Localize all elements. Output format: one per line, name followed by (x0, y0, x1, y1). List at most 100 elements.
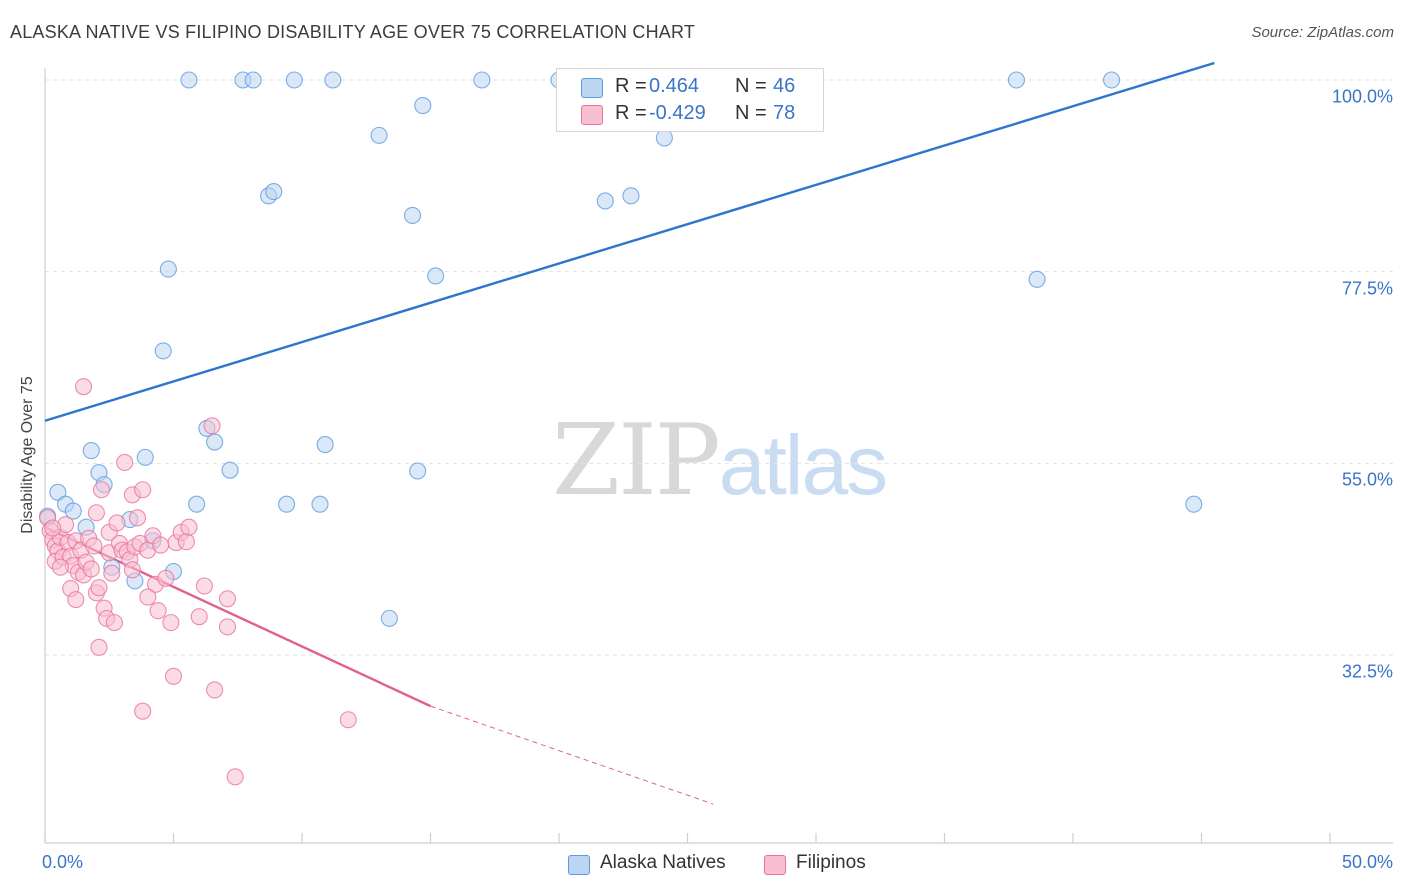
watermark: ZIPatlas (552, 404, 888, 518)
alaska-point-39 (622, 187, 640, 205)
filipino-point-48 (157, 569, 175, 587)
filipino-point-56 (195, 577, 213, 595)
filipino-point-29 (103, 564, 121, 582)
alaska-point-15 (159, 260, 177, 278)
legend-r-value: 0.464 (649, 75, 700, 97)
alaska-point-26 (285, 71, 303, 89)
legend-swatch-alaska (581, 78, 603, 98)
alaska-point-3 (64, 502, 82, 520)
alaska-point-29 (324, 71, 342, 89)
legend-n-value: 46 (773, 75, 796, 97)
legend-swatch-alaska (568, 855, 590, 875)
legend-n-label: N = (735, 75, 767, 97)
filipino-point-58 (206, 681, 224, 699)
alaska-point-41 (1007, 71, 1026, 89)
alaska-point-33 (409, 462, 427, 480)
chart-title: ALASKA NATIVE VS FILIPINO DISABILITY AGE… (10, 22, 696, 42)
alaska-point-31 (380, 609, 398, 627)
filipino-point-60 (218, 618, 237, 636)
grid (45, 79, 1393, 656)
legend-row-filipinos: R = -0.429 N = 78 (557, 101, 823, 127)
alaska-point-19 (206, 433, 224, 451)
legend-r-label: R = (615, 75, 647, 97)
filipino-point-62 (339, 711, 357, 729)
legend-r-label: R = (615, 102, 647, 124)
filipino-point-61 (226, 768, 244, 786)
y-tick-label-2: 55.0% (1341, 469, 1393, 490)
filipino-point-54 (180, 518, 198, 536)
legend-row-alaska: R = 0.464 N = 46 (557, 74, 823, 100)
filipino-point-67 (87, 504, 105, 522)
legend-label-filipinos: Filipinos (796, 852, 866, 873)
legend-swatch-filipinos (764, 855, 786, 875)
legend-r-value: -0.429 (649, 102, 706, 124)
alaska-point-35 (427, 267, 445, 285)
alaska-point-24 (265, 183, 283, 201)
legend-label-alaska: Alaska Natives (600, 852, 726, 873)
alaska-point-44 (1185, 495, 1203, 513)
filipino-point-57 (203, 417, 221, 435)
alaska-point-28 (316, 436, 334, 454)
filipino-point-22 (90, 579, 108, 597)
filipino-point-65 (51, 558, 69, 576)
alaska-point-1 (49, 483, 67, 501)
alaska-point-43 (1103, 71, 1121, 89)
filipino-point-53 (177, 533, 195, 551)
filipino-point-59 (218, 590, 237, 608)
alaska-point-38 (596, 192, 614, 210)
alaska-trend-line (44, 61, 1215, 422)
filipino-point-30 (105, 614, 123, 632)
alaska-point-20 (221, 461, 239, 479)
alaska-point-16 (180, 71, 198, 89)
filipino-point-24 (92, 481, 111, 499)
filipino-point-66 (67, 591, 85, 609)
alaska-point-11 (136, 448, 154, 466)
alaska-point-36 (473, 71, 491, 89)
watermark-atlas: atlas (718, 418, 888, 512)
alaska-point-32 (403, 206, 422, 224)
y-axis-label: Disability Age Over 75 (19, 376, 36, 534)
y-tick-label-1: 77.5% (1341, 278, 1393, 299)
alaska-point-22 (244, 71, 262, 89)
alaska-point-25 (278, 495, 296, 513)
alaska-point-27 (311, 495, 329, 513)
y-tick-label-3: 32.5% (1341, 661, 1393, 682)
filipino-trend-extension (430, 705, 714, 805)
filipino-point-68 (123, 561, 141, 579)
filipino-point-64 (44, 519, 62, 537)
correlation-legend: R = 0.464 N = 46 R = -0.429 N = 78 (556, 68, 824, 132)
filipino-point-42 (134, 702, 152, 720)
filipino-point-47 (152, 536, 170, 554)
filipino-point-63 (75, 378, 93, 396)
filipino-point-31 (108, 514, 126, 532)
alaska-point-40 (655, 129, 673, 147)
alaska-point-30 (370, 126, 388, 144)
filipino-point-23 (90, 638, 108, 656)
alaska-point-14 (154, 342, 172, 360)
filipino-point-41 (134, 481, 152, 499)
filipino-point-50 (164, 667, 183, 685)
legend-swatch-filipinos (581, 105, 603, 125)
filipino-point-49 (162, 614, 180, 632)
alaska-point-17 (188, 495, 206, 513)
filipino-point-69 (139, 588, 157, 606)
filipino-point-34 (116, 453, 134, 472)
x-tick-label-min: 0.0% (42, 852, 84, 872)
legend-n-label: N = (735, 102, 767, 124)
alaska-point-42 (1028, 270, 1046, 288)
alaska-point-34 (414, 97, 432, 115)
watermark-zip: ZIP (552, 404, 721, 518)
filipino-point-55 (190, 608, 208, 626)
data-points (39, 71, 1203, 786)
legend-n-value: 78 (773, 102, 796, 124)
filipino-point-20 (85, 537, 103, 555)
filipino-point-19 (82, 560, 100, 578)
source-label: Source: ZipAtlas.com (1251, 24, 1394, 41)
x-tick-label-max: 50.0% (1341, 852, 1393, 872)
axes (44, 68, 1393, 844)
alaska-point-5 (82, 442, 100, 460)
filipino-point-39 (128, 509, 147, 527)
filipino-point-46 (149, 602, 167, 620)
y-tick-label-0: 100.0% (1331, 86, 1393, 107)
